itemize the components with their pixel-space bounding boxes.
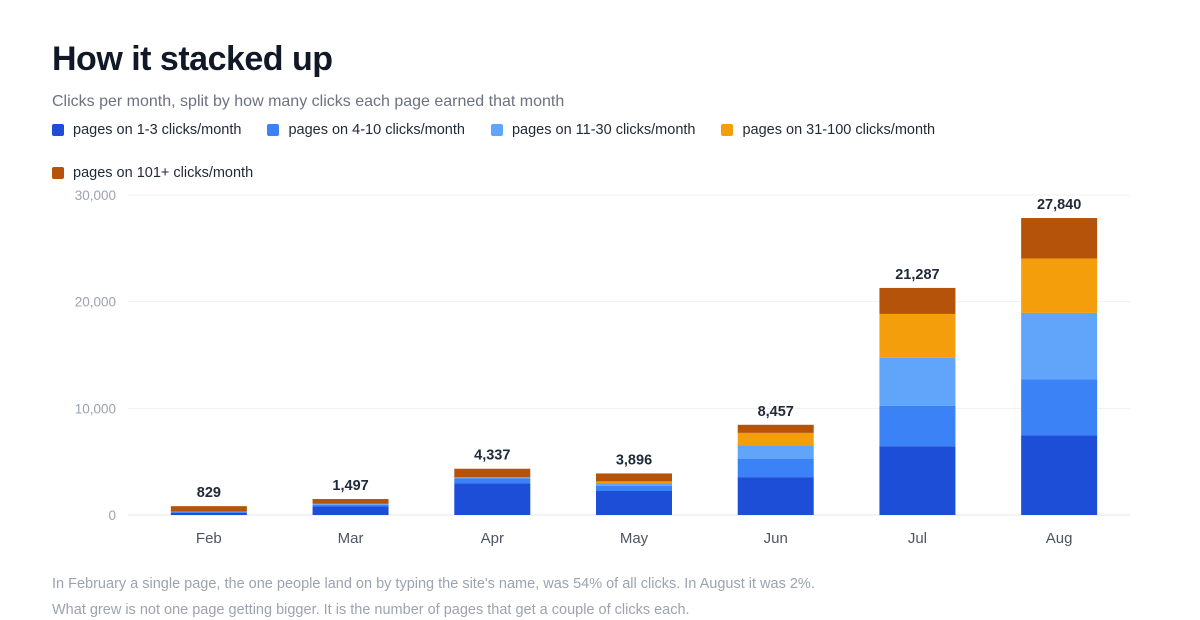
x-tick-label: Aug (1046, 530, 1073, 547)
bar-segment-feb-s0[interactable] (170, 512, 247, 515)
bar-group-may: 3,896 (596, 452, 672, 515)
bar-segment-may-s4[interactable] (596, 473, 672, 482)
bar-segment-jun-s3[interactable] (737, 432, 814, 446)
legend-label: pages on 101+ clicks/month (73, 164, 254, 181)
bar-segment-mar-s2[interactable] (312, 503, 389, 505)
x-axis: Feb Mar Apr May Jun Jul Aug (196, 530, 1073, 547)
bar-segment-jul-s2[interactable] (879, 357, 956, 406)
legend-label: pages on 11-30 clicks/month (511, 121, 696, 138)
legend-label: pages on 1-3 clicks/month (73, 121, 242, 138)
bars: 829 1,497 4,337 3,896 8,457 21,287 27,840 (170, 197, 1098, 515)
legend-label: pages on 4-10 clicks/month (288, 121, 465, 138)
chart-title: How it stacked up (52, 40, 333, 78)
y-tick-label: 0 (108, 508, 116, 523)
bar-segment-jun-s2[interactable] (737, 445, 814, 459)
total-label: 3,896 (616, 452, 652, 468)
bar-segment-jul-s0[interactable] (879, 446, 956, 515)
bar-segment-aug-s4[interactable] (1021, 218, 1098, 259)
legend-swatch (490, 123, 503, 136)
bar-segment-jul-s4[interactable] (879, 287, 956, 314)
bar-segment-mar-s0[interactable] (312, 506, 389, 515)
x-tick-label: May (620, 530, 649, 547)
bar-group-feb: 829 (170, 485, 247, 515)
bar-segment-may-s3[interactable] (596, 481, 672, 483)
legend-item-31-100[interactable]: pages on 31-100 clicks/month (721, 119, 935, 140)
bar-group-mar: 1,497 (312, 478, 389, 515)
x-tick-label: Apr (481, 530, 504, 547)
bar-segment-aug-s1[interactable] (1021, 379, 1098, 436)
y-tick-label: 30,000 (75, 188, 116, 203)
legend-swatch (52, 123, 64, 136)
bar-group-aug: 27,840 (1021, 197, 1098, 515)
bar-segment-may-s1[interactable] (596, 485, 672, 491)
bar-segment-aug-s3[interactable] (1021, 258, 1098, 313)
bar-segment-mar-s4[interactable] (312, 499, 389, 504)
legend-swatch (267, 123, 280, 136)
legend-item-1-3[interactable]: pages on 1-3 clicks/month (52, 119, 241, 140)
x-tick-label: Jun (764, 530, 788, 547)
total-label: 8,457 (758, 404, 794, 420)
bar-segment-jul-s1[interactable] (879, 405, 956, 447)
y-tick-label: 10,000 (75, 401, 116, 416)
bar-segment-apr-s1[interactable] (454, 478, 531, 484)
y-tick-label: 20,000 (75, 295, 116, 310)
legend: pages on 1-3 clicks/month pages on 4-10 … (52, 119, 1052, 183)
x-tick-label: Jul (908, 530, 927, 547)
legend-item-4-10[interactable]: pages on 4-10 clicks/month (267, 119, 465, 140)
legend-item-101-plus[interactable]: pages on 101+ clicks/month (52, 162, 253, 183)
bar-segment-apr-s2[interactable] (454, 477, 531, 479)
legend-swatch (721, 123, 734, 136)
legend-swatch (52, 166, 64, 179)
bar-group-jul: 21,287 (879, 267, 956, 515)
total-label: 21,287 (895, 267, 939, 283)
x-tick-label: Feb (196, 530, 222, 547)
legend-label: pages on 31-100 clicks/month (742, 121, 936, 138)
total-label: 27,840 (1037, 197, 1081, 213)
bar-segment-apr-s0[interactable] (454, 483, 531, 515)
bar-segment-jun-s1[interactable] (737, 459, 814, 478)
footnote-1: In February a single page, the one peopl… (52, 576, 815, 592)
y-axis: 0 10,000 20,000 30,000 (75, 188, 116, 523)
bar-group-apr: 4,337 (454, 448, 531, 515)
total-label: 1,497 (332, 478, 368, 494)
chart-subtitle: Clicks per month, split by how many clic… (52, 93, 565, 110)
total-label: 4,337 (474, 448, 510, 464)
bar-segment-feb-s1[interactable] (170, 511, 247, 513)
bar-segment-aug-s0[interactable] (1021, 435, 1098, 515)
bar-segment-may-s2[interactable] (596, 483, 672, 486)
bar-segment-jul-s3[interactable] (879, 313, 956, 358)
legend-item-11-30[interactable]: pages on 11-30 clicks/month (490, 119, 696, 140)
bar-segment-may-s0[interactable] (596, 491, 672, 515)
total-label: 829 (197, 485, 221, 501)
bar-segment-mar-s1[interactable] (312, 504, 389, 507)
footnote-2: What grew is not one page getting bigger… (52, 602, 690, 618)
bar-segment-apr-s4[interactable] (454, 468, 531, 478)
bar-group-jun: 8,457 (737, 404, 814, 515)
bar-segment-jun-s0[interactable] (737, 477, 814, 515)
bar-segment-jun-s4[interactable] (737, 424, 814, 433)
x-tick-label: Mar (338, 530, 364, 547)
bar-segment-feb-s4[interactable] (170, 506, 247, 512)
bar-segment-aug-s2[interactable] (1021, 312, 1098, 380)
